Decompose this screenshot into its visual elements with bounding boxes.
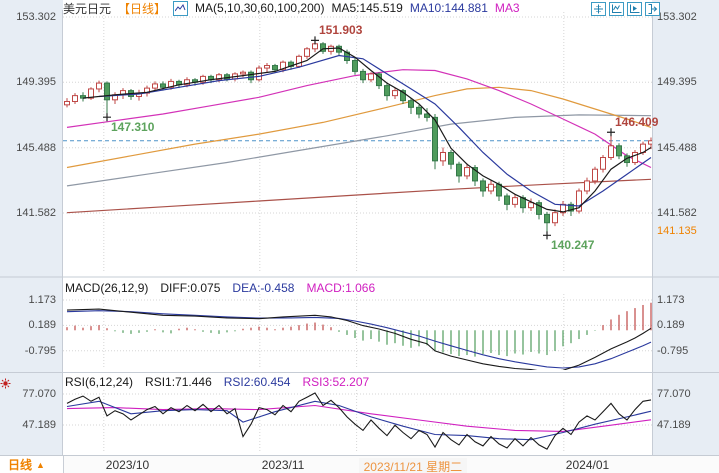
x-tick-2023-10: 2023/10	[105, 458, 150, 472]
price-axis-left-2: 145.488	[16, 142, 56, 154]
red-gear-icon[interactable]	[0, 376, 11, 389]
price-axis-left-0: 153.302	[16, 11, 56, 23]
x-tick-2023-11: 2023/11	[261, 458, 305, 472]
rsi-axis-left-0: 77.070	[22, 388, 56, 400]
ma5-value-label: MA5:145.519	[331, 1, 403, 15]
ma-params-label: MA(5,10,30,60,100,200)	[195, 1, 325, 15]
macd-params-label: MACD(26,12,9)	[65, 281, 149, 295]
rsi-axis-right-0: 77.070	[657, 388, 691, 400]
ma30-value-label: MA3	[494, 1, 520, 15]
rsi-params-label: RSI(6,12,24)	[65, 375, 134, 389]
macd-axis-left-0: 1.173	[28, 294, 56, 306]
macd-header: MACD(26,12,9) DIFF:0.075 DEA:-0.458 MACD…	[65, 281, 375, 295]
annotation-high-151903: 151.903	[319, 23, 363, 38]
period-label: 日线	[8, 458, 33, 472]
macd-dea-label: DEA:-0.458	[232, 281, 295, 295]
annotation-low-147310: 147.310	[111, 120, 155, 135]
price-axis-left-1: 149.395	[16, 76, 56, 88]
rsi-header: RSI(6,12,24) RSI1:71.446 RSI2:60.454 RSI…	[65, 375, 369, 389]
rsi-axis-right-1: 47.189	[657, 419, 691, 431]
chart-header: 美元日元 【日线】 MA(5,10,30,60,100,200) MA5:145…	[63, 0, 520, 16]
macd-diff-label: DIFF:0.075	[160, 281, 221, 295]
price-axis-right-extra: 141.135	[657, 225, 697, 237]
macd-axis-right-1: 0.189	[657, 319, 685, 331]
rsi3-value-label: RSI3:52.207	[302, 375, 370, 389]
symbol-name: 美元日元	[63, 1, 112, 16]
rsi2-value-label: RSI2:60.454	[223, 375, 291, 389]
annotation-high-146409: 146.409	[615, 115, 659, 130]
chevron-up-icon: ▲	[36, 459, 45, 470]
price-axis-right-0: 153.302	[657, 11, 697, 23]
x-tick-selected-date: 2023/11/21 星期二	[358, 458, 468, 473]
price-axis-right-2: 145.488	[657, 142, 697, 154]
macd-axis-right-2: -0.795	[657, 345, 689, 357]
annotation-low-140247: 140.247	[551, 238, 595, 253]
time-axis-bar: 日线 ▲ 2023/10 2023/11 2023/11/21 星期二 2024…	[0, 455, 719, 473]
rsi-axis-left-1: 47.189	[22, 419, 56, 431]
price-axis-left-3: 141.582	[16, 207, 56, 219]
macd-axis-right-0: 1.173	[657, 294, 685, 306]
zoom-range-icon[interactable]	[609, 2, 624, 16]
period-selector[interactable]: 日线 ▲	[0, 456, 64, 473]
ma10-value-label: MA10:144.881	[409, 1, 488, 15]
play-forward-icon[interactable]	[627, 2, 642, 16]
price-axis-right-1: 149.395	[657, 76, 697, 88]
macd-axis-left-1: 0.189	[28, 319, 56, 331]
chart-toolbar	[591, 2, 660, 16]
x-tick-2024-01: 2024/01	[565, 458, 610, 472]
macd-value-label: MACD:1.066	[306, 281, 376, 295]
rsi1-value-label: RSI1:71.446	[145, 375, 212, 389]
line-chart-icon	[173, 0, 189, 16]
price-axis-right-3: 141.582	[657, 207, 697, 219]
macd-axis-left-2: -0.795	[24, 345, 56, 357]
crosshair-move-icon[interactable]	[591, 2, 606, 16]
exit-right-icon[interactable]	[645, 2, 660, 16]
period-tag: 【日线】	[118, 1, 167, 16]
